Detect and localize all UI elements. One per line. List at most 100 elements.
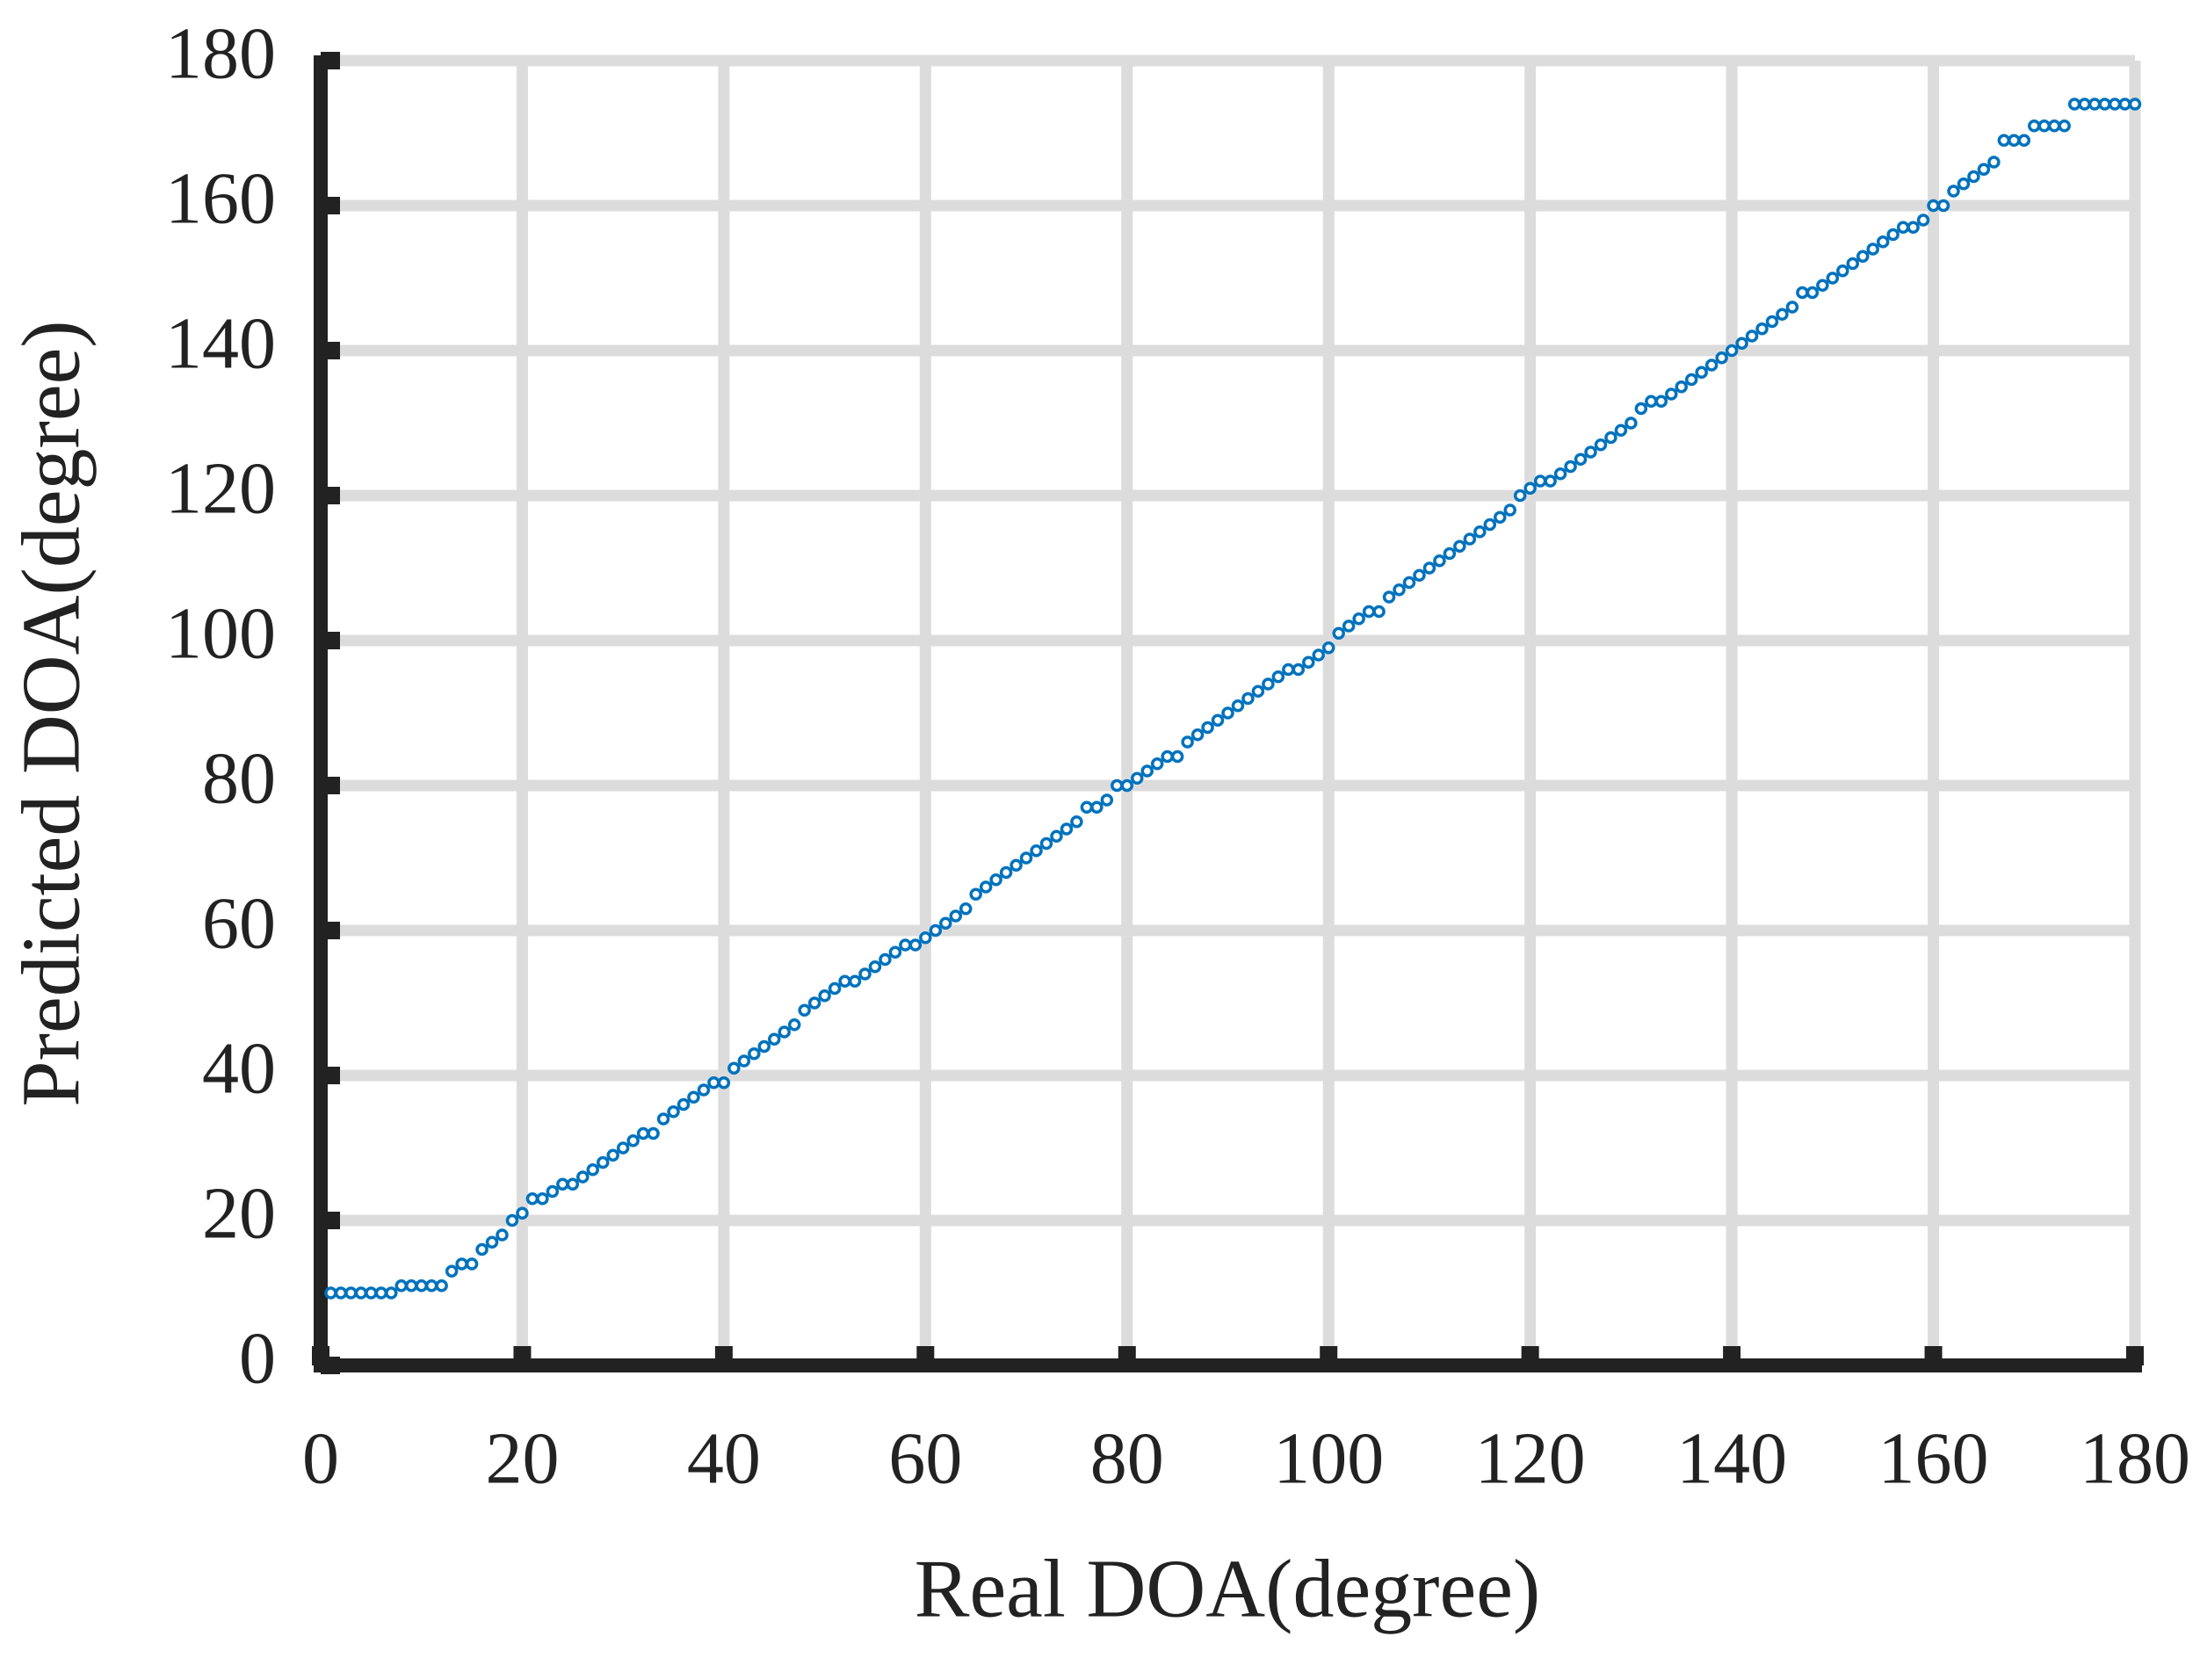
point [385,1286,398,1300]
point [939,916,952,930]
point [1624,416,1638,430]
point [1886,228,1899,242]
point [1211,713,1225,727]
point [1100,793,1114,807]
point [1282,663,1295,677]
point [1816,279,1829,292]
x-tick-mark [2126,1346,2144,1365]
point [2098,98,2111,111]
point [1170,749,1184,764]
point [2088,98,2102,111]
point [1111,778,1124,793]
point [1321,641,1335,655]
y-tick-label: 120 [165,447,276,529]
point [1402,576,1416,590]
point [525,1192,539,1206]
point [1695,366,1708,379]
point [899,938,912,952]
y-tick-mark [321,632,340,649]
y-tick-mark [321,52,340,69]
point [1745,329,1759,343]
point [818,989,831,1003]
point [1080,800,1094,814]
point [485,1235,499,1249]
y-tick-mark [321,342,340,359]
point [1896,221,1910,234]
point [1907,221,1920,234]
point [949,909,962,923]
y-tick-mark [321,197,340,214]
y-tick-mark [321,922,340,939]
point [1654,395,1668,408]
point [455,1257,468,1271]
point [1251,684,1265,698]
point [798,1003,811,1017]
point [1594,438,1608,452]
point [979,880,993,894]
point [1362,605,1376,619]
point [1645,395,1658,408]
point [1060,822,1074,836]
point [1342,619,1356,633]
point [697,1083,711,1097]
point [1070,815,1083,829]
point [828,981,842,996]
y-tick-mark [321,487,340,504]
point [2008,134,2021,147]
point [1735,337,1748,350]
point [1684,373,1698,387]
x-tick-label: 140 [1676,1417,1787,1499]
point [768,1032,781,1046]
x-tick-label: 100 [1273,1417,1384,1499]
point [858,967,872,981]
point [596,1155,610,1169]
point [1715,351,1728,365]
point [324,1286,337,1300]
point [787,1018,801,1032]
point [656,1112,670,1126]
point [1181,735,1194,749]
point [807,996,821,1010]
y-tick-label: 0 [239,1317,276,1399]
point [394,1279,409,1293]
point [1805,286,1820,300]
point [1332,626,1345,640]
y-tick-label: 100 [165,592,276,674]
point [959,902,973,916]
point [1977,163,1991,176]
point [1564,460,1577,474]
point [1271,670,1285,684]
point [1393,583,1406,597]
point [636,1126,650,1141]
x-tick-label: 80 [1090,1417,1164,1499]
point [1544,474,1557,488]
point [1513,489,1527,503]
point [1161,749,1174,764]
x-tick-mark [1320,1346,1338,1365]
point [556,1177,569,1191]
point [989,873,1002,887]
point [1039,836,1053,851]
point [1725,344,1739,358]
point [737,1054,751,1068]
point [1665,387,1678,401]
point [1352,612,1365,626]
point [1634,402,1648,416]
point [1836,264,1849,278]
point [1755,322,1769,336]
point [586,1163,599,1177]
point [748,1047,761,1061]
x-tick-mark [714,1346,733,1365]
point [546,1184,560,1198]
x-tick-mark [1723,1346,1741,1365]
point [405,1279,418,1293]
point [1584,445,1597,459]
point [1312,648,1325,662]
x-tick-label: 120 [1475,1417,1586,1499]
point [687,1090,700,1104]
point [707,1076,720,1090]
y-tick-mark [321,1357,340,1374]
point [2067,98,2081,111]
